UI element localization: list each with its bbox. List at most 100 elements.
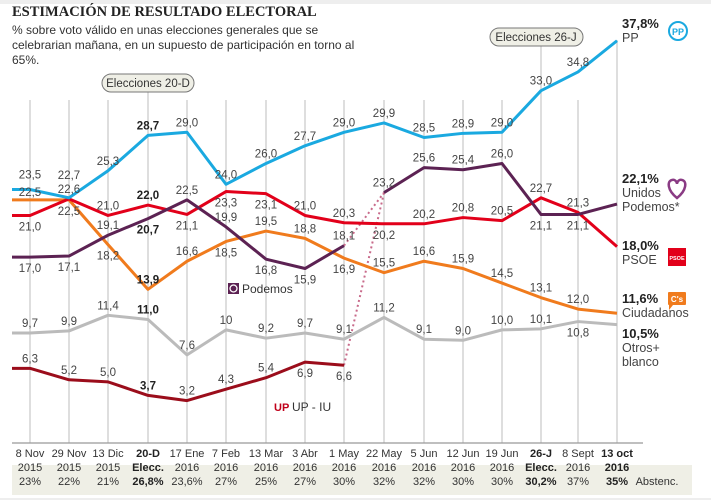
abstention-value: 30,2% xyxy=(525,476,556,488)
data-label: 26,0 xyxy=(491,148,513,160)
legend-name: Unidos xyxy=(622,186,661,200)
annotation-20d: Elecciones 20-D xyxy=(101,73,195,93)
abstention-value: 27% xyxy=(294,476,316,488)
data-label: 25,6 xyxy=(413,153,435,165)
x-tick-label: 13 Dic xyxy=(92,448,124,460)
data-label: 20,7 xyxy=(137,225,159,237)
series-line-ciudadanos xyxy=(12,198,618,315)
abstention-value: 21% xyxy=(97,476,119,488)
upiu-inline-label: UP UP - IU xyxy=(274,400,331,414)
annotation-26j-label: Elecciones 26-J xyxy=(495,32,576,44)
data-label: 10,8 xyxy=(567,328,589,340)
chart-title: ESTIMACIÓN DE RESULTADO ELECTORAL xyxy=(12,4,317,20)
pp-logo-icon: PP xyxy=(668,21,688,41)
x-tick-label: 13 oct xyxy=(601,448,633,460)
svg-text:C's: C's xyxy=(671,295,684,304)
data-label: 18,8 xyxy=(294,223,316,235)
x-tick-label: 29 Nov xyxy=(52,448,87,460)
abstention-value: 37% xyxy=(567,476,589,488)
data-label: 28,9 xyxy=(452,118,474,130)
legend-percent: 22,1% xyxy=(622,171,659,186)
data-label: 20,2 xyxy=(373,230,395,242)
data-label: 34,8 xyxy=(567,57,589,69)
data-label: 23,5 xyxy=(19,169,41,181)
data-label: 10,0 xyxy=(491,315,513,327)
abstention-value: 35% xyxy=(606,476,628,488)
svg-text:PP: PP xyxy=(672,27,684,37)
abstention-value: 30% xyxy=(491,476,513,488)
data-label: 21,1 xyxy=(567,220,589,232)
x-tick-label: 5 Jun xyxy=(411,448,438,460)
x-tick-label: 26-J xyxy=(530,448,552,460)
psoe-logo-icon: PSOE xyxy=(668,248,686,266)
data-label: 14,5 xyxy=(491,268,513,280)
legend-percent: 11,6% xyxy=(622,291,659,306)
data-label: 13,9 xyxy=(137,274,159,286)
data-label: 22,5 xyxy=(19,187,41,199)
top-rule xyxy=(0,0,711,4)
legend-name: Otros+ xyxy=(622,341,660,355)
abstention-value: 30% xyxy=(452,476,474,488)
data-label: 22,5 xyxy=(176,185,198,197)
data-label: 29,0 xyxy=(333,117,355,129)
data-label: 19,5 xyxy=(255,216,277,228)
data-label: 16,6 xyxy=(413,246,435,258)
data-label: 22,7 xyxy=(530,183,552,195)
legend-item: 11,6%Ciudadanos xyxy=(622,291,689,320)
abstention-label: Abstenc. xyxy=(636,476,679,488)
data-label: 16,6 xyxy=(176,246,198,258)
abstention-value: 32% xyxy=(413,476,435,488)
x-tick-label: 22 May xyxy=(366,448,403,460)
data-label: 9,9 xyxy=(61,316,77,328)
x-tick-label: 19 Jun xyxy=(485,448,518,460)
data-label: 11,0 xyxy=(137,304,159,316)
data-label: 11,2 xyxy=(373,302,395,314)
podemos-inline-label: Podemos xyxy=(228,282,293,296)
x-tick-year: 2016 xyxy=(332,462,356,474)
data-label: 19,1 xyxy=(97,220,119,232)
series-line-up-iu xyxy=(12,360,345,403)
series-line-pp xyxy=(12,39,618,200)
svg-text:Podemos: Podemos xyxy=(242,282,293,296)
data-label: 22,0 xyxy=(137,190,159,202)
series-line-psoe xyxy=(12,190,618,248)
data-label: 25,3 xyxy=(97,156,119,168)
legend-percent: 18,0% xyxy=(622,238,659,253)
data-label: 9,1 xyxy=(416,324,432,336)
x-tick-year: 2016 xyxy=(293,462,317,474)
data-label: 19,9 xyxy=(215,212,237,224)
data-label: 18,5 xyxy=(215,247,237,259)
data-label: 10 xyxy=(220,315,233,327)
data-label: 24,0 xyxy=(215,169,237,181)
data-label: 3,7 xyxy=(140,380,156,392)
svg-text:PSOE: PSOE xyxy=(669,256,685,262)
data-label: 15,9 xyxy=(294,275,316,287)
data-label: 22,6 xyxy=(58,184,80,196)
data-label: 22,5 xyxy=(58,206,80,218)
data-label: 21,0 xyxy=(294,200,316,212)
legend-percent: 10,5% xyxy=(622,326,659,341)
legend-name-2: blanco xyxy=(622,355,659,369)
legend-name-2: Podemos* xyxy=(622,200,680,214)
annotation-20d-label: Elecciones 20-D xyxy=(106,78,190,90)
abstention-value: 23% xyxy=(19,476,41,488)
x-tick-year: 2015 xyxy=(96,462,120,474)
data-label: 20,2 xyxy=(413,209,435,221)
series-line-otros-blanco xyxy=(12,313,618,357)
x-tick-year: Elecc. xyxy=(525,462,557,474)
x-tick-label: 13 Mar xyxy=(249,448,284,460)
data-label: 16,9 xyxy=(333,264,355,276)
data-label: 16,8 xyxy=(255,265,277,277)
x-tick-label: 20-D xyxy=(136,448,160,460)
data-label: 9,7 xyxy=(297,318,313,330)
data-label: 20,5 xyxy=(491,206,513,218)
abstention-band xyxy=(12,465,692,495)
data-label: 18,2 xyxy=(97,251,119,263)
svg-text:UP - IU: UP - IU xyxy=(292,400,331,414)
x-tick-label: 7 Feb xyxy=(212,448,240,460)
up-logo-icon: UP xyxy=(274,402,289,414)
data-label: 21,0 xyxy=(19,221,41,233)
data-label: 25,4 xyxy=(452,155,475,167)
x-tick-year: 2016 xyxy=(490,462,514,474)
x-tick-year: 2016 xyxy=(451,462,475,474)
